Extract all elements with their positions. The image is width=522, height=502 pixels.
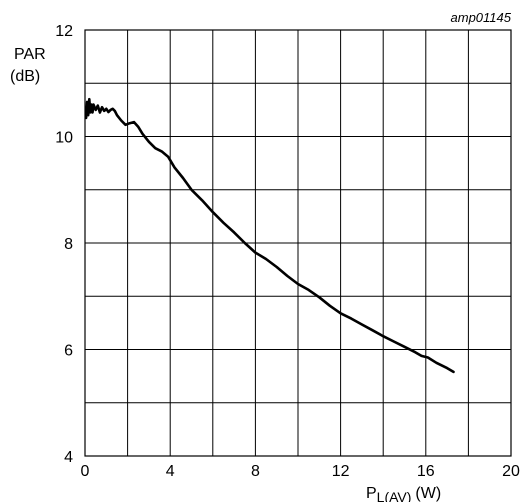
y-tick-label: 4: [64, 449, 73, 466]
y-tick-label: 12: [55, 23, 73, 40]
x-tick-label: 20: [502, 463, 520, 480]
x-axis-label-unit: (W): [415, 485, 441, 502]
x-axis-label: PL(AV) (W): [366, 485, 441, 502]
x-axis-tick-labels: 0 4 8 12 16 20: [81, 463, 520, 480]
par-curve: [84, 97, 455, 374]
x-axis-label-main: P: [366, 485, 377, 502]
x-tick-label: 12: [332, 463, 350, 480]
x-axis-label-subscript: L(AV): [377, 489, 412, 502]
plot-frame: [84, 29, 512, 457]
y-tick-label: 8: [64, 236, 73, 253]
x-tick-label: 16: [417, 463, 435, 480]
x-tick-label: 0: [81, 463, 90, 480]
y-axis-label-line2: (dB): [10, 68, 40, 85]
x-tick-label: 8: [251, 463, 260, 480]
grid: [85, 30, 511, 456]
y-tick-label: 6: [64, 343, 73, 360]
y-axis-label-line1: PAR: [14, 46, 46, 63]
x-tick-label: 4: [166, 463, 175, 480]
y-tick-label: 10: [55, 130, 73, 147]
figure-reference: amp01145: [451, 10, 512, 25]
y-axis-tick-labels: 4 6 8 10 12: [55, 23, 73, 466]
